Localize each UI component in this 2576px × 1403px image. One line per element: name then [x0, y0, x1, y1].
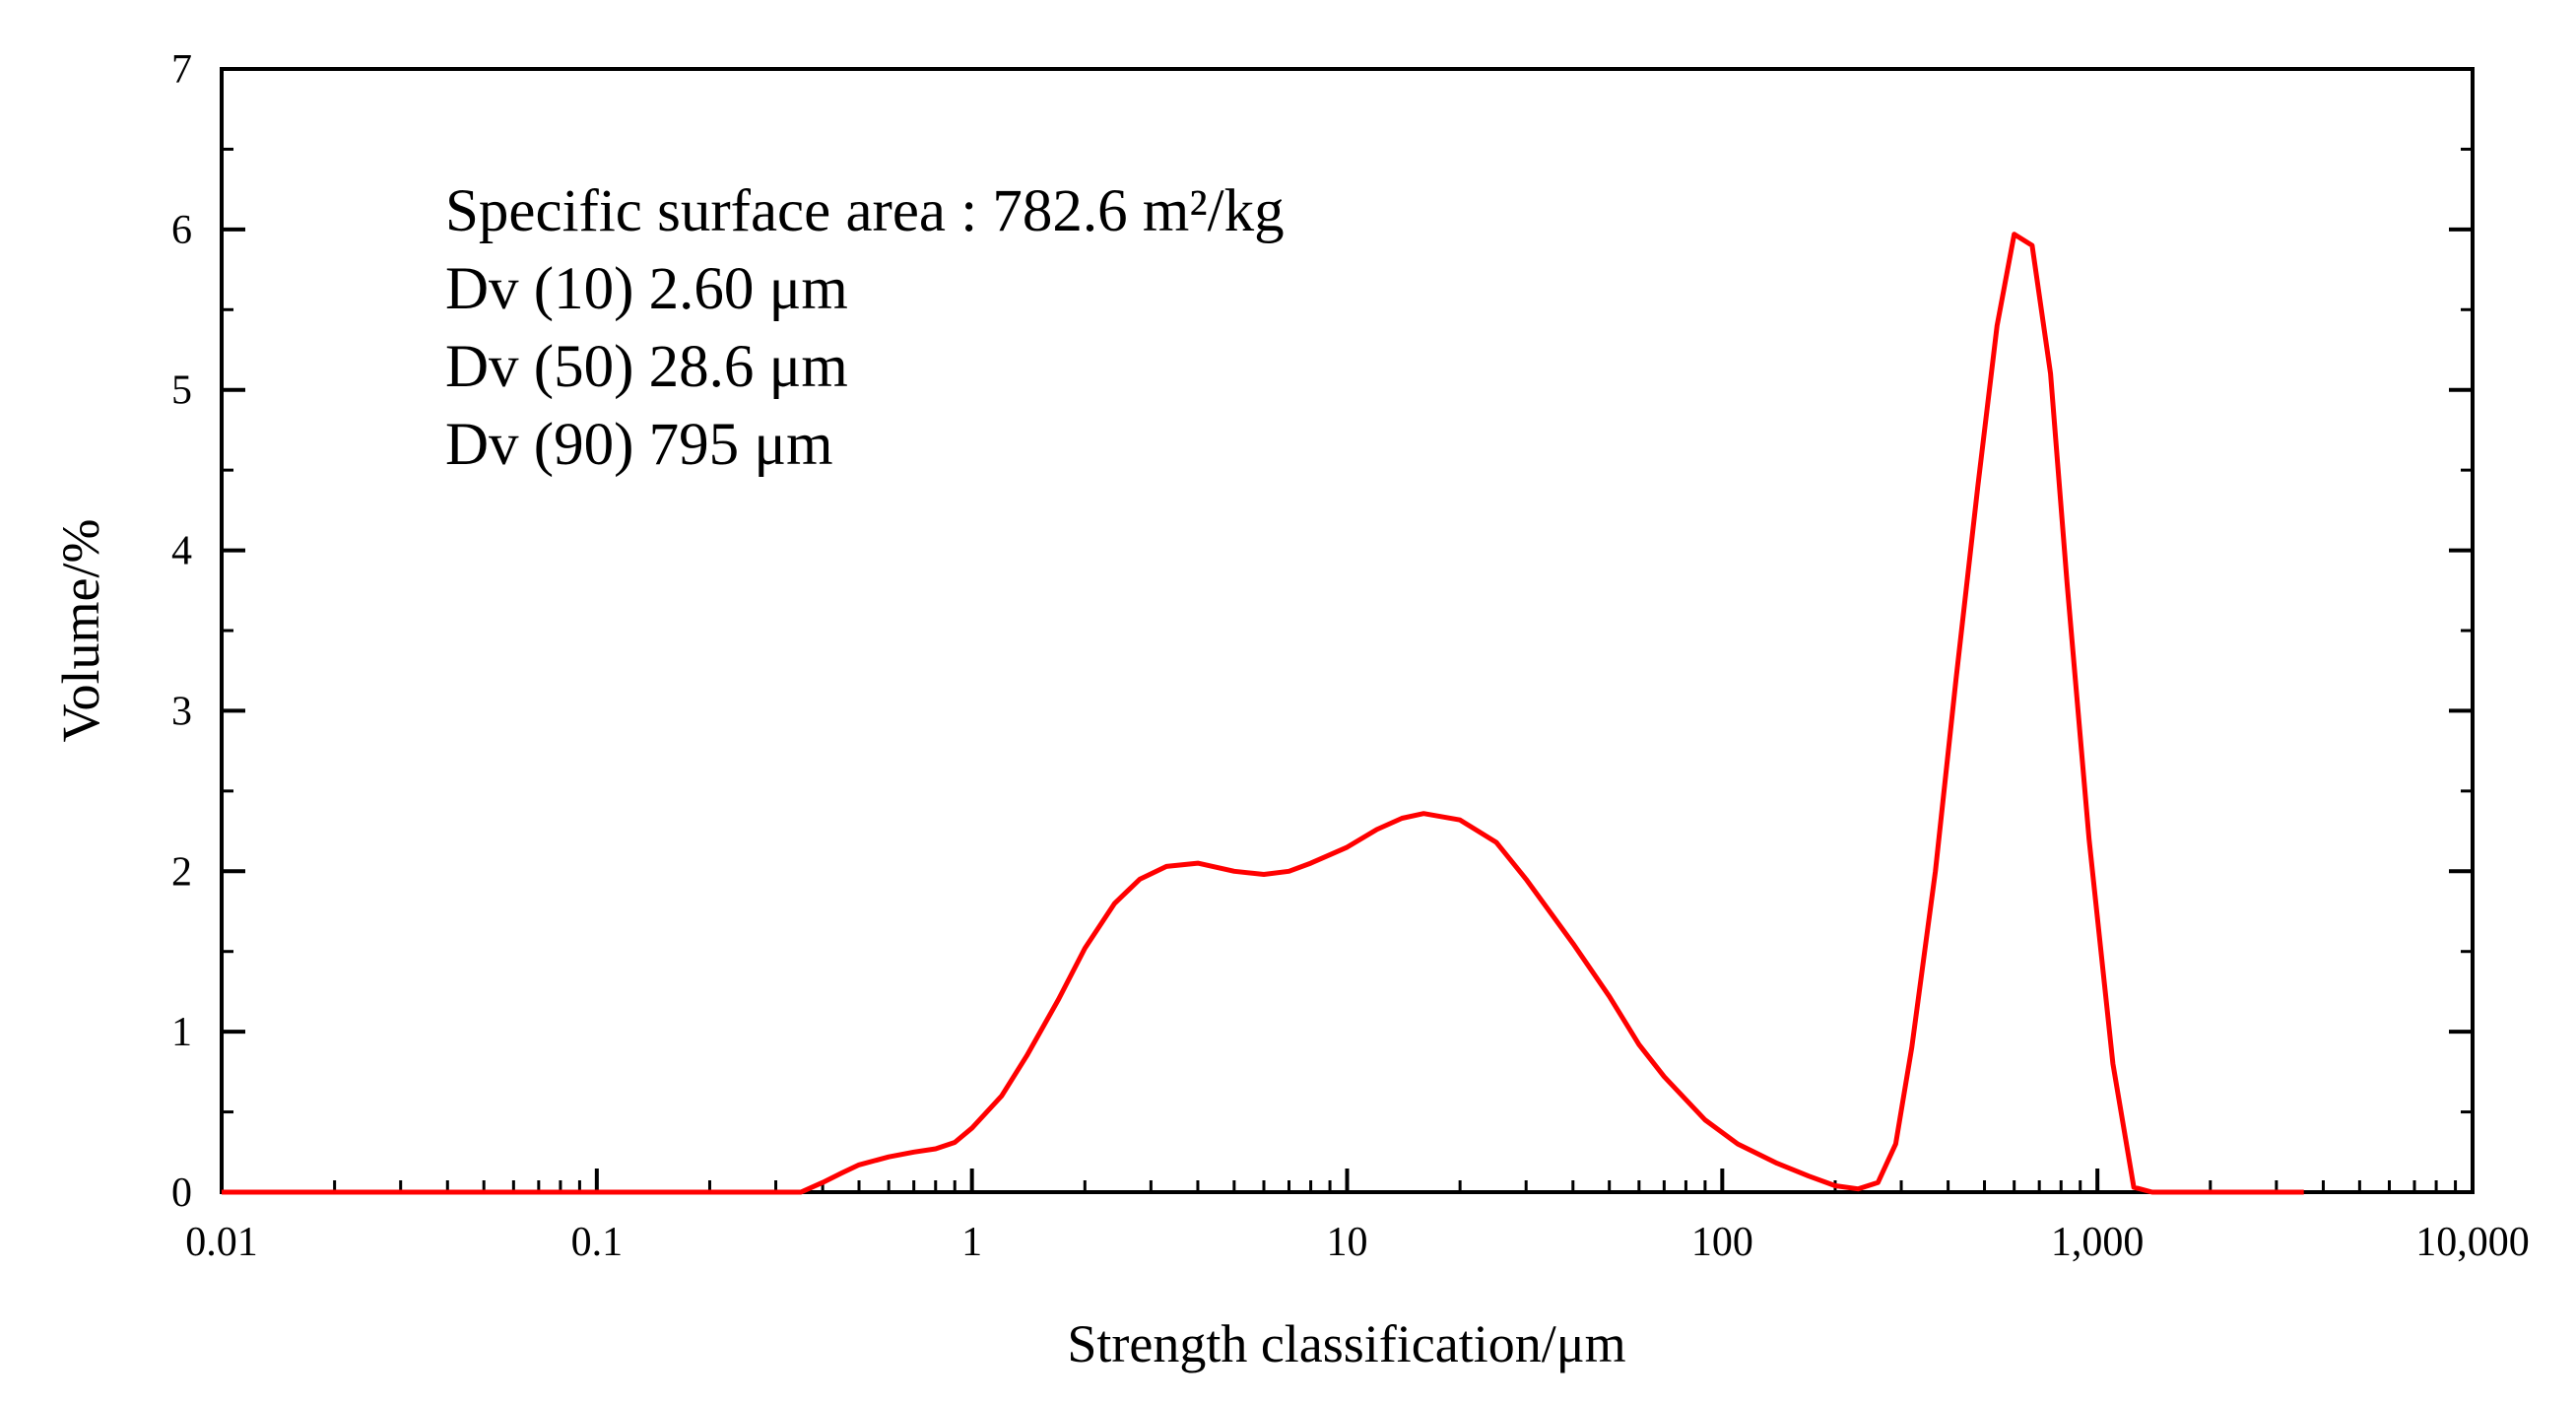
x-tick-label: 10,000 [2415, 1220, 2530, 1265]
annotation-dv10: Dv (10) 2.60 μm [445, 256, 848, 322]
y-tick-label: 7 [171, 47, 192, 93]
x-tick-label: 10 [1327, 1220, 1368, 1265]
annotation-dv50: Dv (50) 28.6 μm [445, 334, 848, 400]
x-tick-label: 0.01 [185, 1220, 258, 1265]
y-tick-label: 6 [171, 208, 192, 253]
y-axis-title: Volume/% [51, 519, 110, 743]
x-axis-ticks: 0.01 0.1 1 10 100 1,000 10,000 [185, 1169, 2530, 1265]
y-tick-label: 4 [171, 529, 192, 574]
x-tick-label: 1,000 [2051, 1220, 2145, 1265]
x-tick-label: 100 [1691, 1220, 1753, 1265]
y-tick-label: 3 [171, 689, 192, 734]
y-axis-ticks: 0 1 2 3 4 5 6 7 [171, 47, 2473, 1216]
volume-distribution-line [222, 232, 2304, 1195]
x-tick-label: 1 [961, 1220, 982, 1265]
annotation-specific-surface-area: Specific surface area : 782.6 m²/kg [445, 178, 1285, 244]
y-tick-label: 2 [171, 849, 192, 895]
y-tick-label: 5 [171, 368, 192, 414]
x-tick-label: 0.1 [571, 1220, 624, 1265]
annotation-dv90: Dv (90) 795 μm [445, 412, 833, 478]
y-tick-label: 1 [171, 1010, 192, 1055]
annotation-block: Specific surface area : 782.6 m²/kg Dv (… [445, 178, 1285, 478]
y-tick-label: 0 [171, 1170, 192, 1216]
x-axis-title: Strength classification/μm [1067, 1314, 1625, 1373]
